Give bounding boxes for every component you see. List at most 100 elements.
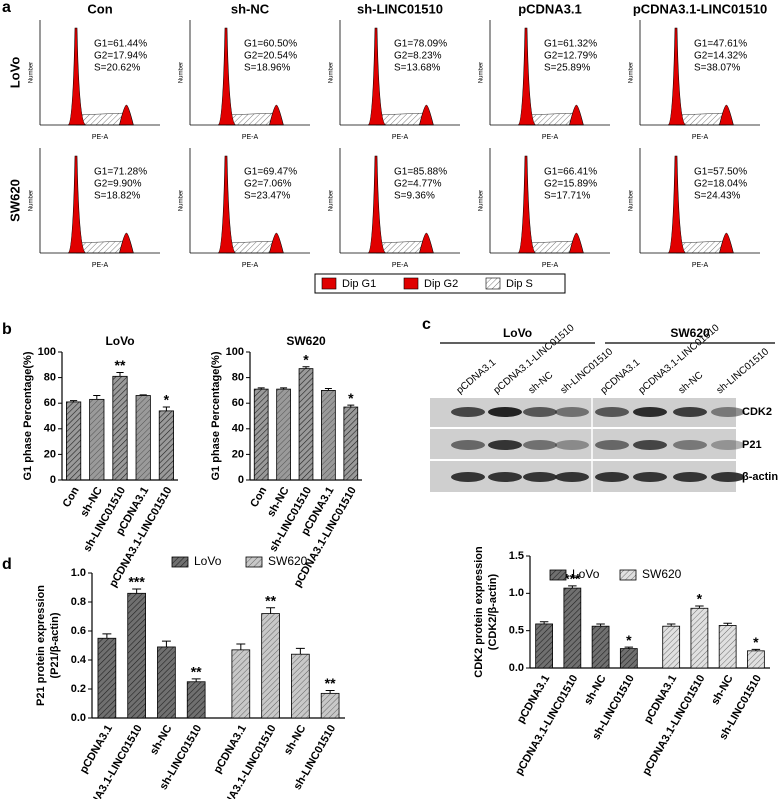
y-tick-label: 0.4 <box>71 654 87 666</box>
y-tick-label: 80 <box>232 372 244 384</box>
column-title: pCDNA3.1-LINC01510 <box>633 1 767 16</box>
axis-label: Number <box>29 190 35 211</box>
stat-text: G1=61.32% <box>544 39 597 50</box>
stat-text: G1=61.44% <box>94 39 147 50</box>
bar <box>186 681 206 719</box>
y-tick-label: 1.0 <box>509 587 524 599</box>
group-label: SW620 <box>670 326 710 340</box>
axis-label: PE-A <box>392 262 409 269</box>
axis-label: PE-A <box>542 134 559 141</box>
bar <box>563 587 582 669</box>
bar <box>261 613 280 719</box>
dip-g2-peak <box>419 104 434 126</box>
error-bar <box>139 394 147 396</box>
bar <box>298 368 314 481</box>
x-tick-label: sh-NC <box>148 723 175 757</box>
significance: * <box>697 591 703 607</box>
significance: *** <box>128 574 145 590</box>
axis-label: Number <box>479 190 485 211</box>
bar <box>231 649 251 719</box>
error-bar <box>695 605 704 609</box>
error-bar <box>266 607 276 614</box>
error-bar <box>161 640 171 647</box>
x-tick-label: sh-NC <box>709 673 736 707</box>
dip-g2-peak <box>419 232 434 254</box>
legend-swatch <box>403 277 419 290</box>
y-axis-label: (P21/β-actin) <box>49 612 61 678</box>
band <box>711 440 745 450</box>
error-bar <box>295 647 305 655</box>
band <box>451 407 485 417</box>
y-tick-label: 0.6 <box>71 625 86 637</box>
group-label: LoVo <box>503 326 532 340</box>
stat-text: G1=47.61% <box>694 39 747 50</box>
y-tick-label: 100 <box>226 346 244 358</box>
significance: ** <box>191 664 202 680</box>
y-tick-label: 0 <box>50 474 56 486</box>
dip-g2-peak <box>269 232 284 254</box>
legend-label: SW620 <box>268 554 308 568</box>
y-tick-label: 40 <box>44 423 56 435</box>
y-tick-label: 0.5 <box>509 625 524 637</box>
stat-text: G2=4.77% <box>394 179 442 190</box>
stat-text: S=20.62% <box>94 63 141 74</box>
x-tick-label: Con <box>248 485 269 510</box>
stat-text: S=9.36% <box>394 191 435 202</box>
error-bar <box>116 371 124 377</box>
legend-box <box>314 273 566 294</box>
legend-label: SW620 <box>642 567 682 581</box>
bar <box>591 625 610 669</box>
axis-label: PE-A <box>542 262 559 269</box>
y-tick-label: 0.8 <box>71 596 86 608</box>
y-axis-label: P21 protein expression <box>35 585 47 706</box>
band <box>673 472 707 482</box>
x-tick-label: Con <box>61 485 82 510</box>
bar <box>747 650 765 669</box>
band <box>711 407 745 417</box>
lane-label: pCDNA3.1 <box>455 357 499 396</box>
legend-label: LoVo <box>572 567 600 581</box>
dip-g1-peak <box>217 27 237 126</box>
error-bar <box>624 646 634 649</box>
error-bar <box>93 395 101 400</box>
stat-text: G2=8.23% <box>394 51 442 62</box>
axis-label: PE-A <box>242 134 259 141</box>
bar <box>343 406 359 481</box>
stat-text: G2=18.04% <box>694 179 747 190</box>
chart-title: LoVo <box>105 334 134 348</box>
error-bar <box>191 678 201 682</box>
y-tick-label: 0 <box>238 474 244 486</box>
bar <box>157 646 176 719</box>
panel-label: b <box>2 321 12 338</box>
y-tick-label: 0.0 <box>71 712 86 724</box>
band <box>595 440 629 450</box>
y-axis-label: (CDK2/β-actin) <box>487 573 499 650</box>
band <box>555 407 589 417</box>
dip-g1-peak <box>367 155 387 254</box>
bar <box>276 388 291 481</box>
y-tick-label: 60 <box>44 397 56 409</box>
y-axis-label: G1 phase Percentage(%) <box>210 351 222 480</box>
y-tick-label: 1.5 <box>509 550 524 562</box>
dip-g2-peak <box>569 104 584 126</box>
stat-text: G2=15.89% <box>544 179 597 190</box>
stat-text: S=38.07% <box>694 63 741 74</box>
error-bar <box>257 387 265 390</box>
legend-swatch <box>171 556 189 568</box>
y-tick-label: 1.0 <box>71 567 86 579</box>
y-tick-label: 80 <box>44 372 56 384</box>
error-bar <box>539 621 549 624</box>
row-label: LoVo <box>7 57 22 89</box>
dip-g1-peak <box>517 27 537 126</box>
band <box>523 440 557 450</box>
error-bar <box>162 406 170 411</box>
column-title: sh-NC <box>231 1 270 16</box>
stat-text: G1=66.41% <box>544 167 597 178</box>
lane-label: sh-NC <box>527 370 556 397</box>
stat-text: S=18.96% <box>244 63 291 74</box>
dip-g2-peak <box>719 232 734 254</box>
band <box>633 407 667 417</box>
axis-label: PE-A <box>392 134 409 141</box>
error-bar <box>347 404 355 408</box>
legend-swatch <box>321 277 337 290</box>
